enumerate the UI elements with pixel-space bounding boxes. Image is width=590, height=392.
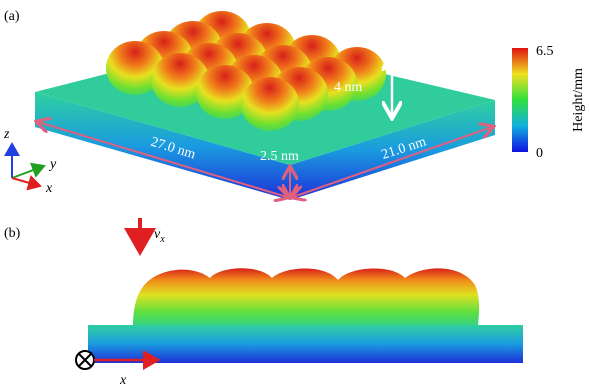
x-label: x (119, 373, 127, 388)
x-label: x (45, 181, 53, 196)
colorbar-max: 6.5 (536, 44, 554, 59)
hemisphere (241, 77, 299, 131)
velocity-label: vx (154, 227, 165, 245)
colorbar-title: Height/mm (571, 68, 586, 132)
z-label: z (3, 127, 10, 142)
colorbar-min: 0 (536, 146, 543, 161)
substrate (88, 325, 523, 363)
height-label: 4 nm (334, 80, 363, 95)
film (133, 268, 479, 327)
panel-label: (a) (4, 9, 20, 24)
colorbar (512, 48, 528, 152)
x-axis (12, 178, 40, 186)
figure: (a) 27.0 nm 21.0 nm 2.5 nm 4 nm 6.5 0 He… (0, 0, 590, 392)
y-axis (12, 166, 44, 178)
y-label: y (48, 157, 57, 172)
thickness-label: 2.5 nm (260, 149, 299, 164)
panel-label: (b) (4, 226, 21, 241)
